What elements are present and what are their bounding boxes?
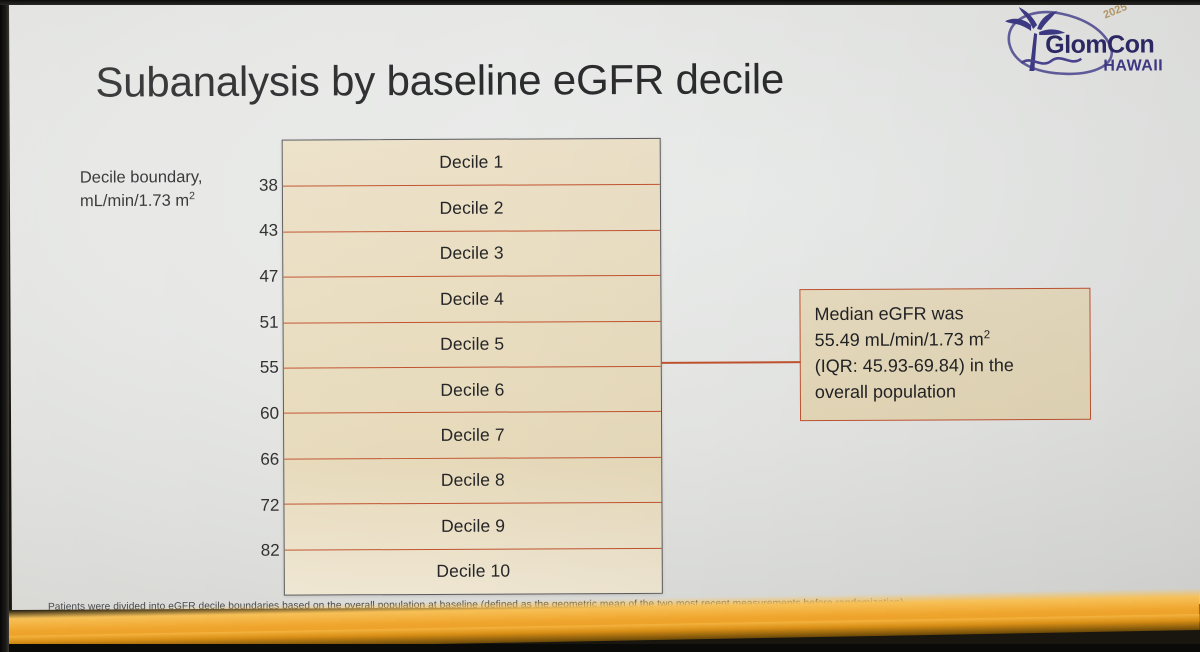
chart-band: Decile 3 [283, 229, 661, 277]
callout-line1: Median eGFR was [814, 303, 964, 325]
tick-label-66: 66 [260, 449, 280, 469]
band-label: Decile 3 [439, 243, 504, 264]
chart-band: Decile 6 [283, 365, 661, 414]
band-label: Decile 2 [439, 197, 504, 218]
chart-band: Decile 10 [284, 547, 662, 595]
tick-label-43: 43 [259, 220, 279, 240]
callout-line4: overall population [814, 381, 957, 402]
median-egfr-callout: Median eGFR was 55.49 mL/min/1.73 m2 (IQ… [799, 287, 1092, 421]
chart-band: Decile 5 [283, 320, 661, 368]
axis-caption-line1: Decile boundary, [79, 168, 203, 187]
screen-left-bezel [0, 0, 9, 652]
band-label: Decile 9 [440, 515, 506, 536]
chart-band: Decile 4 [283, 274, 661, 323]
chart-band: Decile 9 [284, 501, 662, 550]
page-title: Subanalysis by baseline eGFR decile [95, 55, 785, 106]
tick-label-82: 82 [260, 540, 280, 560]
band-label: Decile 6 [440, 379, 505, 400]
band-label: Decile 1 [439, 151, 504, 173]
tick-label-60: 60 [260, 403, 280, 423]
callout-connector-line [661, 361, 802, 364]
tick-label-55: 55 [259, 357, 279, 377]
svg-text:GlomCon: GlomCon [1045, 30, 1154, 59]
callout-line3: (IQR: 45.93-69.84) in the [814, 354, 1014, 376]
band-label: Decile 7 [440, 424, 505, 445]
chart-band: Decile 7 [284, 411, 662, 459]
band-label: Decile 8 [440, 470, 505, 491]
presentation-slide: Subanalysis by baseline eGFR decile 2025 [9, 0, 1200, 613]
chart-band: Decile 8 [284, 456, 662, 504]
axis-caption-exponent: 2 [189, 190, 195, 203]
tick-label-51: 51 [259, 312, 279, 332]
tick-label-72: 72 [260, 495, 280, 515]
band-label: Decile 5 [440, 333, 505, 355]
svg-text:HAWAII: HAWAII [1103, 57, 1163, 74]
axis-caption: Decile boundary, mL/min/1.73 m2 [80, 166, 250, 214]
callout-line2: 55.49 mL/min/1.73 m [814, 329, 984, 350]
screen-top-bezel [0, 0, 1200, 5]
chart-band: Decile 1 [283, 139, 660, 186]
callout-line2-exponent: 2 [983, 329, 991, 342]
svg-text:2025: 2025 [1102, 2, 1129, 21]
chart-band: Decile 2 [282, 184, 661, 232]
band-label: Decile 10 [436, 560, 511, 582]
tick-label-47: 47 [259, 266, 279, 286]
screen-lower-bezel [0, 644, 1200, 652]
axis-caption-line2: mL/min/1.73 m [79, 192, 190, 211]
tick-label-38: 38 [258, 175, 278, 195]
glomcon-hawaii-logo: 2025 GlomCon HAWAII [987, 2, 1179, 81]
decile-chart: Decile 1 Decile 2 Decile 3 Decile 4 Deci… [281, 137, 663, 596]
band-label: Decile 4 [439, 288, 505, 309]
axis-tick-labels: 38 43 47 51 55 60 66 72 82 [228, 140, 280, 596]
